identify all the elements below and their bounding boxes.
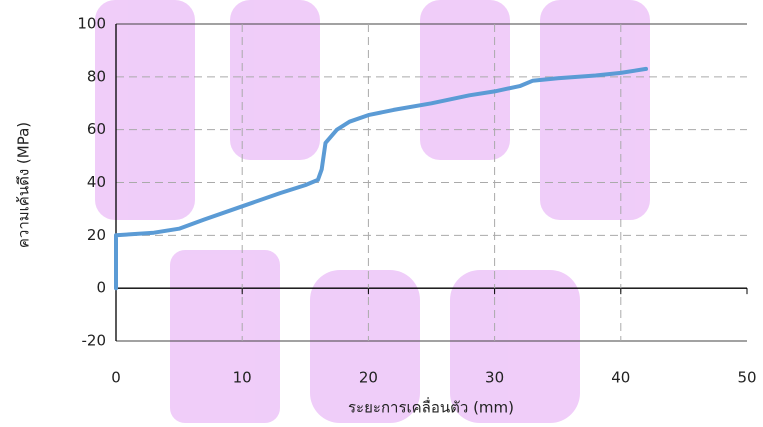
x-tick-label: 10 [233, 369, 252, 387]
watermark [95, 0, 650, 423]
y-tick-label: 0 [96, 279, 106, 297]
data-line [114, 66, 648, 291]
x-tick-label: 0 [111, 369, 121, 387]
y-tick-label: 80 [87, 67, 106, 85]
y-tick-label: 100 [77, 15, 106, 33]
y-tick-label: 60 [87, 120, 106, 138]
y-tick-label: 40 [87, 173, 106, 191]
x-tick-label: 40 [611, 369, 630, 387]
x-axis-label: ระยะการเคลื่อนตัว (mm) [348, 397, 514, 417]
y-tick-label: -20 [82, 332, 107, 350]
x-tick-label: 30 [485, 369, 504, 387]
y-axis-label: ความเค้นดึง (MPa) [15, 122, 33, 248]
x-tick-label: 50 [737, 369, 756, 387]
y-tick-label: 20 [87, 226, 106, 244]
x-tick-label: 20 [359, 369, 378, 387]
